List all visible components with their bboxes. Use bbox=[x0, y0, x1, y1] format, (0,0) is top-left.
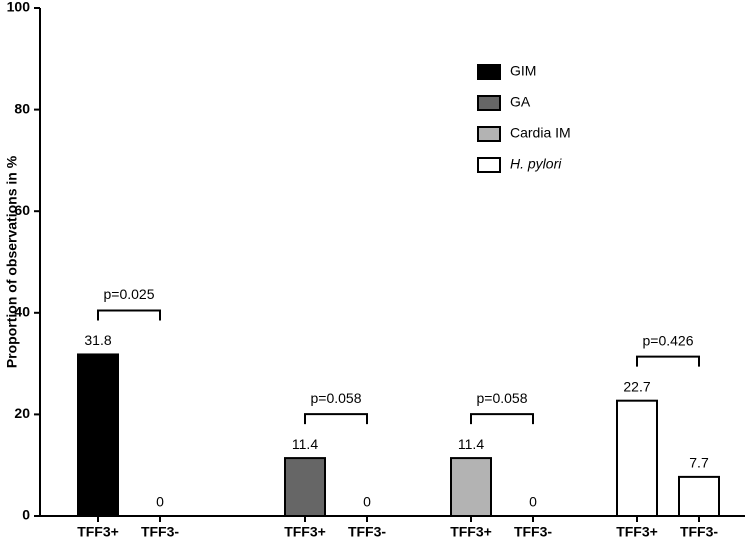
x-tick-label: TFF3+ bbox=[616, 524, 658, 540]
value-label: 31.8 bbox=[84, 332, 111, 348]
legend-swatch bbox=[477, 126, 501, 142]
y-tick-label: 80 bbox=[14, 100, 30, 116]
value-label: 0 bbox=[156, 494, 164, 510]
bar bbox=[678, 475, 720, 518]
x-tick-label: TFF3- bbox=[141, 524, 179, 540]
legend-label: H. pylori bbox=[510, 156, 562, 172]
value-label: 11.4 bbox=[458, 436, 484, 452]
x-tick-label: TFF3- bbox=[680, 524, 718, 540]
legend-label: Cardia IM bbox=[510, 125, 571, 141]
bracket bbox=[304, 413, 368, 425]
bracket bbox=[636, 355, 700, 367]
y-tick-label: 20 bbox=[14, 405, 30, 421]
legend-swatch bbox=[477, 64, 501, 80]
annotation: p=0.058 bbox=[477, 390, 528, 406]
annotation: p=0.025 bbox=[104, 286, 155, 302]
annotation: p=0.426 bbox=[643, 332, 694, 348]
bar bbox=[616, 399, 658, 517]
y-tick-label: 60 bbox=[14, 202, 30, 218]
bar bbox=[284, 457, 326, 518]
legend-label: GIM bbox=[510, 63, 536, 79]
x-tick-label: TFF3+ bbox=[450, 524, 492, 540]
bar bbox=[450, 457, 492, 518]
x-tick-label: TFF3- bbox=[514, 524, 552, 540]
bracket bbox=[97, 309, 161, 321]
bar bbox=[77, 353, 119, 517]
y-tick-label: 100 bbox=[7, 0, 31, 15]
value-label: 0 bbox=[529, 494, 537, 510]
value-label: 0 bbox=[363, 494, 371, 510]
x-tick-label: TFF3+ bbox=[284, 524, 326, 540]
annotation: p=0.058 bbox=[311, 390, 362, 406]
y-tick-label: 0 bbox=[22, 507, 30, 523]
bracket bbox=[470, 413, 534, 425]
legend-label: GA bbox=[510, 94, 531, 110]
y-axis-label: Proportion of observations in % bbox=[4, 155, 20, 368]
x-tick-label: TFF3+ bbox=[77, 524, 119, 540]
value-label: 22.7 bbox=[623, 378, 650, 394]
x-tick-label: TFF3- bbox=[348, 524, 386, 540]
value-label: 11.4 bbox=[292, 436, 318, 452]
legend-swatch bbox=[477, 95, 501, 111]
value-label: 7.7 bbox=[689, 455, 709, 471]
y-tick-label: 40 bbox=[14, 304, 30, 320]
legend-swatch bbox=[477, 157, 501, 173]
